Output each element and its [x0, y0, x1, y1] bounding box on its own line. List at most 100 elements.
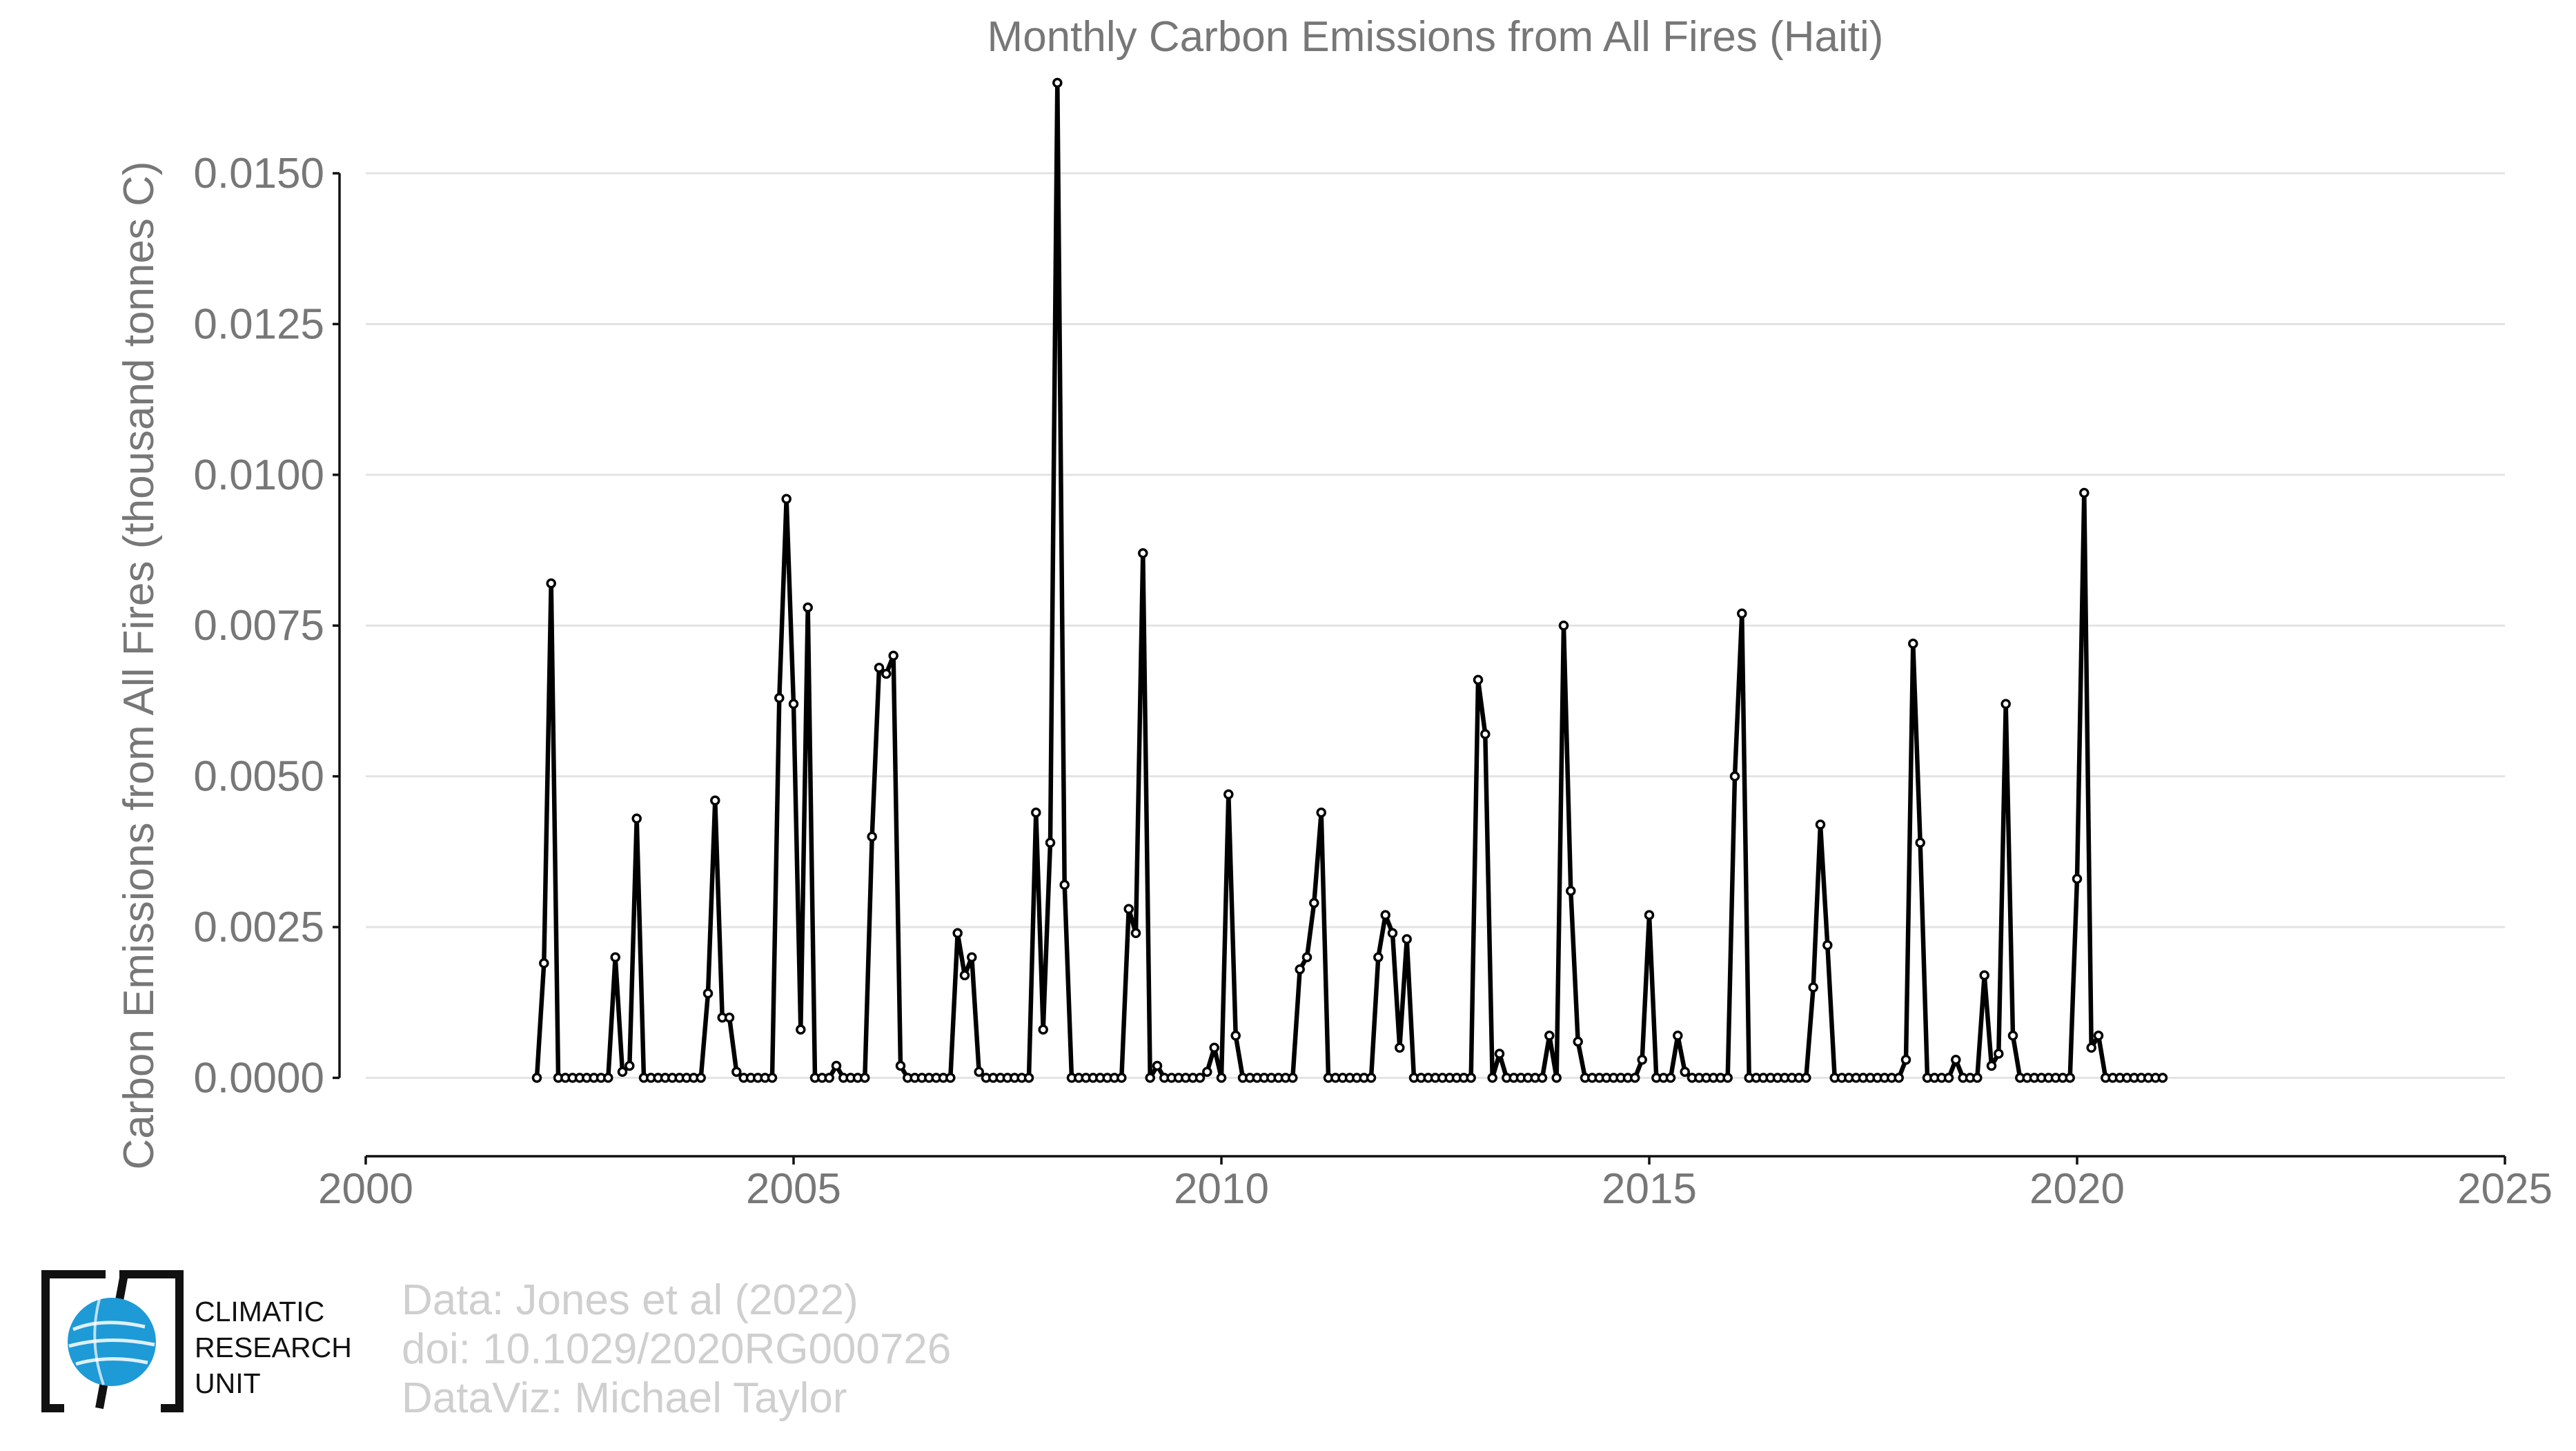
data-point [1316, 807, 1326, 818]
credit-doi: doi: 10.1029/2020RG000726 [402, 1325, 952, 1373]
data-point [1680, 1067, 1690, 1077]
data-point [881, 668, 892, 679]
data-point [860, 1073, 870, 1083]
data-point [724, 1012, 735, 1023]
data-point [1038, 1024, 1048, 1035]
x-tick-label: 2005 [746, 1165, 841, 1213]
data-point [959, 970, 970, 981]
data-point [1366, 1073, 1377, 1083]
x-tick-label: 2020 [2029, 1165, 2125, 1213]
data-point [1544, 1031, 1555, 1041]
cru-logo [41, 1270, 184, 1412]
series-line [534, 80, 2163, 1080]
data-point [796, 1024, 806, 1035]
data-point [631, 813, 642, 824]
data-point [1466, 1073, 1476, 1083]
chart-title: Monthly Carbon Emissions from All Fires … [987, 13, 1884, 61]
data-point [774, 692, 785, 703]
data-point [1994, 1049, 2004, 1059]
data-point [1729, 771, 1740, 781]
data-point [895, 1060, 906, 1071]
data-point [874, 663, 885, 673]
data-point [1387, 928, 1398, 939]
data-point [867, 831, 877, 842]
x-tick-label: 2010 [1174, 1165, 1269, 1213]
data-point [1123, 904, 1134, 915]
data-point [1673, 1031, 1683, 1041]
data-point [1644, 910, 1655, 920]
data-point [1808, 982, 1818, 993]
y-tick-label: 0.0150 [193, 150, 324, 197]
data-point [1722, 1073, 1733, 1083]
data-point [531, 1073, 542, 1083]
data-point [1894, 1073, 1904, 1083]
data-point [2007, 1031, 2018, 1041]
series-layer [531, 77, 2168, 1083]
data-point [546, 578, 556, 589]
data-point [1737, 608, 1747, 619]
data-point [2000, 699, 2011, 710]
data-point [945, 1073, 956, 1083]
data-point [1915, 837, 1925, 848]
data-point [1900, 1054, 1911, 1065]
data-point [2093, 1031, 2104, 1041]
globe-icon [68, 1298, 156, 1386]
data-point [1216, 1073, 1227, 1083]
data-point [1045, 837, 1056, 848]
data-point [952, 928, 963, 939]
data-point [1288, 1073, 1298, 1083]
data-point [1395, 1042, 1405, 1053]
data-point [1573, 1036, 1583, 1047]
x-tick-label: 2025 [2457, 1165, 2553, 1213]
data-point [1059, 879, 1070, 890]
data-point [1630, 1073, 1640, 1083]
axes [333, 172, 2506, 1165]
x-tick-label: 2015 [1602, 1165, 1697, 1213]
data-point [1551, 1073, 1562, 1083]
data-point [1487, 1073, 1497, 1083]
logo-text-line-2: RESEARCH [195, 1332, 352, 1363]
data-point [788, 699, 799, 710]
data-point [1801, 1073, 1811, 1083]
data-point [781, 494, 792, 505]
data-point [1566, 886, 1576, 896]
data-point [710, 795, 720, 806]
data-point [1130, 928, 1141, 939]
tick-labels: 0.0000 0.0025 0.0050 0.0075 0.0100 0.0125 0.01… [193, 150, 2553, 1213]
data-point [1815, 819, 1826, 830]
data-point [967, 952, 977, 962]
data-point [888, 650, 898, 661]
data-point [1986, 1060, 1997, 1071]
data-point [1152, 1060, 1163, 1071]
data-point [1202, 1067, 1212, 1077]
data-point [824, 1073, 834, 1083]
data-point [1373, 952, 1384, 962]
data-point [2065, 1073, 2075, 1083]
data-point [2079, 487, 2090, 498]
data-point [1380, 910, 1390, 920]
logo-text-line-1: CLIMATIC [195, 1296, 325, 1327]
data-point [1117, 1073, 1127, 1083]
credit-dataviz: DataViz: Michael Taylor [402, 1374, 847, 1422]
data-point [1295, 964, 1305, 975]
data-point [1665, 1073, 1676, 1083]
data-point [702, 988, 714, 999]
data-point [539, 958, 549, 968]
data-point [603, 1073, 613, 1083]
data-point [1194, 1073, 1206, 1083]
data-point [2072, 873, 2083, 884]
logo-text-line-3: UNIT [195, 1367, 261, 1399]
credit-data-source: Data: Jones et al (2022) [402, 1276, 858, 1324]
data-point [803, 602, 813, 613]
data-point [1972, 1073, 1983, 1083]
y-tick-label: 0.0050 [193, 753, 324, 801]
data-point [1230, 1031, 1241, 1041]
data-point [1951, 1054, 1961, 1065]
data-point [1145, 1073, 1155, 1083]
data-point [696, 1073, 706, 1083]
data-point [1402, 934, 1412, 944]
data-point [1637, 1054, 1647, 1065]
data-point [2157, 1073, 2168, 1083]
data-point [1494, 1049, 1505, 1059]
